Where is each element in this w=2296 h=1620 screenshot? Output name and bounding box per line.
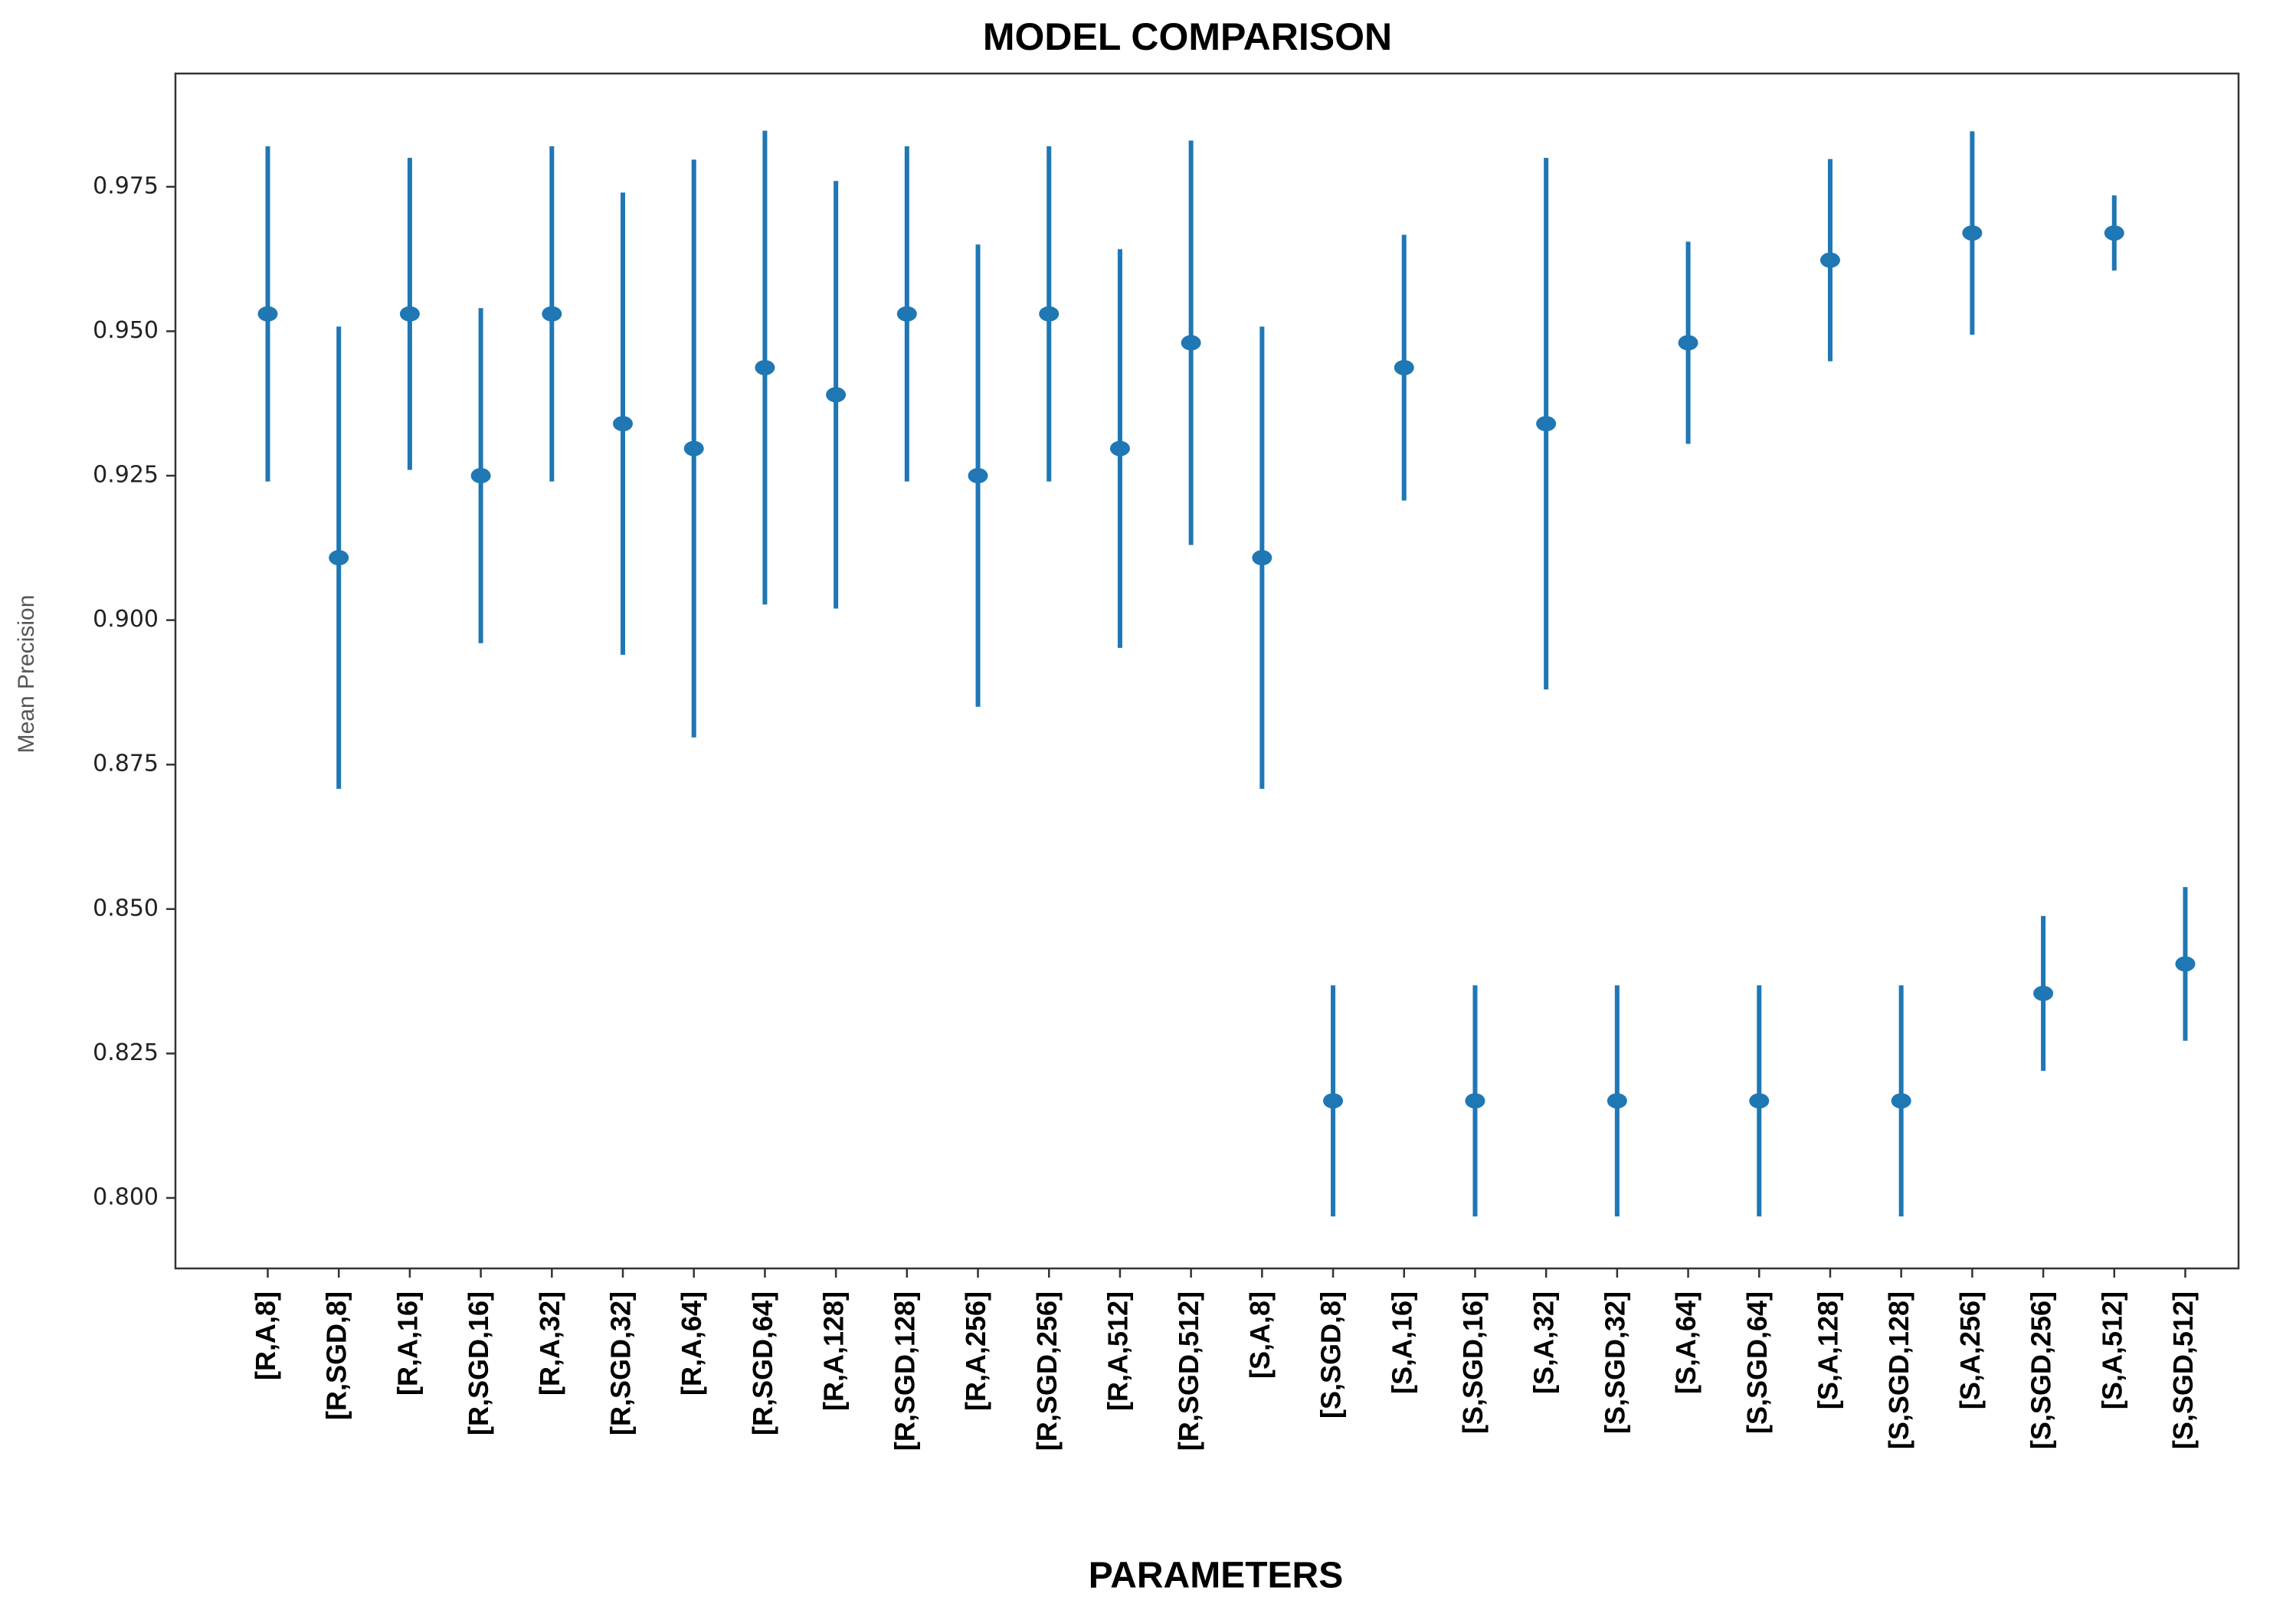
plot-frame <box>174 72 2240 1270</box>
mean-point <box>755 359 775 375</box>
x-tick-label: [R,A,256] <box>960 1291 991 1411</box>
mean-point <box>1181 335 1201 351</box>
mean-point <box>1607 1093 1627 1109</box>
x-tick-label: [S,SGD,32] <box>1599 1291 1630 1434</box>
y-tick-label: 0.850 <box>93 895 159 921</box>
mean-point <box>968 468 988 484</box>
mean-point <box>1749 1093 1770 1109</box>
mean-point <box>1962 225 1983 241</box>
x-tick-label: [R,A,8] <box>250 1291 281 1380</box>
mean-point <box>1819 252 1840 268</box>
x-tick-label: [R,SGD,256] <box>1031 1291 1063 1451</box>
mean-point <box>257 306 278 322</box>
x-tick-label: [R,SGD,8] <box>321 1291 352 1420</box>
x-tick-label: [S,A,256] <box>1954 1291 1986 1409</box>
y-tick-label: 0.900 <box>93 606 159 633</box>
x-tick-label: [R,A,128] <box>818 1291 850 1411</box>
y-tick-label: 0.825 <box>93 1039 159 1066</box>
y-tick-label: 0.800 <box>93 1183 159 1210</box>
x-tick-label: [S,SGD,8] <box>1315 1291 1347 1419</box>
x-tick-label: [R,SGD,64] <box>747 1291 778 1435</box>
y-tick-label: 0.925 <box>93 462 159 489</box>
mean-point <box>1891 1093 1911 1109</box>
mean-point <box>329 550 349 566</box>
x-tick-label: [R,SGD,128] <box>889 1291 920 1451</box>
x-tick-label: [R,SGD,16] <box>463 1291 494 1435</box>
mean-point <box>1252 550 1272 566</box>
mean-point <box>683 440 704 457</box>
y-tick-label: 0.875 <box>93 751 159 777</box>
x-tick-label: [S,A,32] <box>1528 1291 1560 1394</box>
x-tick-label: [S,A,16] <box>1386 1291 1417 1394</box>
x-axis-label: PARAMETERS <box>1089 1556 1343 1596</box>
mean-point <box>542 306 562 322</box>
x-tick-label: [S,A,512] <box>2096 1291 2127 1409</box>
x-tick-label: [S,SGD,256] <box>2026 1291 2057 1449</box>
x-tick-label: [S,SGD,512] <box>2167 1291 2199 1449</box>
x-tick-label: [R,SGD,32] <box>605 1291 637 1435</box>
x-tick-label: [S,SGD,64] <box>1741 1291 1773 1434</box>
x-tick-label: [R,A,16] <box>391 1291 423 1396</box>
y-tick-label: 0.975 <box>93 172 159 199</box>
x-tick-label: [S,SGD,16] <box>1457 1291 1489 1434</box>
mean-point <box>1394 359 1414 375</box>
x-tick-label: [S,A,8] <box>1244 1291 1276 1379</box>
mean-point <box>896 306 917 322</box>
mean-point <box>470 468 491 484</box>
chart-title: MODEL COMPARISON <box>983 15 1392 58</box>
mean-point <box>1039 306 1060 322</box>
mean-point <box>826 387 847 403</box>
x-tick-label: [R,A,64] <box>676 1291 707 1396</box>
x-tick-label: [R,A,512] <box>1102 1291 1133 1411</box>
mean-point <box>1465 1093 1485 1109</box>
mean-point <box>2175 956 2196 972</box>
mean-point <box>2104 225 2124 241</box>
x-tick-label: [R,A,32] <box>534 1291 565 1396</box>
mean-point <box>1323 1093 1344 1109</box>
mean-point <box>613 416 634 432</box>
y-tick-label: 0.950 <box>93 317 159 344</box>
x-tick-label: [S,A,64] <box>1670 1291 1702 1394</box>
mean-point <box>2033 985 2054 1001</box>
mean-point <box>399 306 420 322</box>
mean-point <box>1109 440 1130 457</box>
mean-point <box>1536 416 1557 432</box>
x-tick-label: [S,SGD,128] <box>1883 1291 1914 1449</box>
y-axis-label: Mean Precision <box>14 595 39 754</box>
mean-point <box>1678 335 1698 351</box>
x-tick-label: [R,SGD,512] <box>1173 1291 1204 1451</box>
x-tick-label: [S,A,128] <box>1812 1291 1843 1409</box>
